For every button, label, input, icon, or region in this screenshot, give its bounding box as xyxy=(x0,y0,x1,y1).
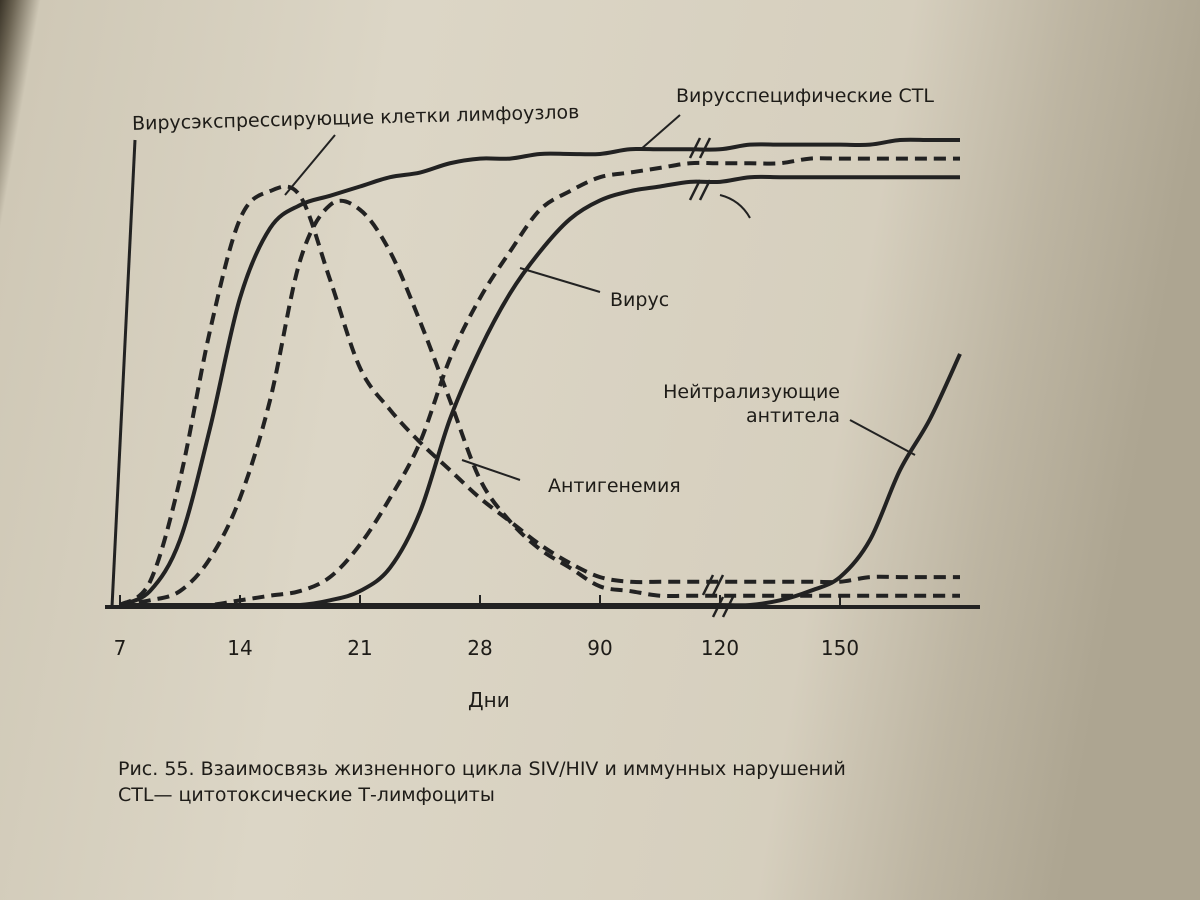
axis-breaks xyxy=(688,137,735,618)
series-line xyxy=(119,137,960,607)
series-line xyxy=(118,184,960,607)
x-tick-label: 7 xyxy=(114,636,127,660)
caption: Рис. 55. Взаимосвязь жизненного цикла SI… xyxy=(118,756,846,808)
series-label: Вирусспецифические CTL xyxy=(676,85,934,107)
series-line xyxy=(120,174,960,608)
x-tick-label: 28 xyxy=(467,636,492,660)
caption-line: CTL— цитотоксические Т-лимфоциты xyxy=(118,784,495,806)
series-line xyxy=(119,198,960,607)
series-label: Нейтрализующие антитела xyxy=(663,381,840,427)
y-axis xyxy=(110,139,137,608)
series-line xyxy=(120,156,960,608)
caption-line: Рис. 55. Взаимосвязь жизненного цикла SI… xyxy=(118,758,846,780)
x-tick-label: 120 xyxy=(701,636,739,660)
series-label: Антигенемия xyxy=(548,475,681,497)
x-tick-label: 21 xyxy=(347,636,372,660)
leader-lines xyxy=(284,114,916,481)
x-tick-label: 14 xyxy=(227,636,252,660)
x-tick-label: 150 xyxy=(821,636,859,660)
x-tick-label: 90 xyxy=(587,636,612,660)
series-label: Вирус xyxy=(610,289,670,311)
x-axis-label: Дни xyxy=(468,688,510,712)
